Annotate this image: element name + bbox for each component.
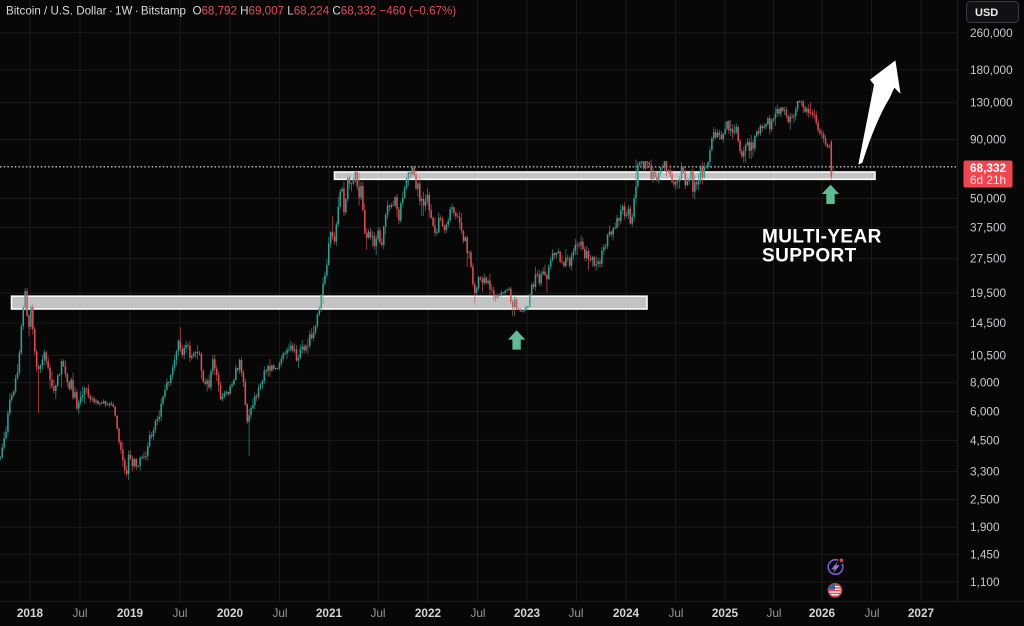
svg-text:8,000: 8,000 xyxy=(970,376,1000,390)
svg-text:90,000: 90,000 xyxy=(970,133,1007,147)
svg-text:Jul: Jul xyxy=(568,606,583,620)
svg-text:260,000: 260,000 xyxy=(970,26,1013,40)
svg-text:2,500: 2,500 xyxy=(970,493,1000,507)
svg-text:2024: 2024 xyxy=(613,606,640,620)
svg-text:19,500: 19,500 xyxy=(970,286,1007,300)
svg-text:3,300: 3,300 xyxy=(970,465,1000,479)
svg-text:2023: 2023 xyxy=(514,606,541,620)
svg-text:Bitcoin / U.S. Dollar · 1W · B: Bitcoin / U.S. Dollar · 1W · Bitstamp O6… xyxy=(6,5,456,18)
svg-text:Jul: Jul xyxy=(272,606,287,620)
svg-text:130,000: 130,000 xyxy=(970,96,1013,110)
svg-text:2020: 2020 xyxy=(217,606,244,620)
svg-text:14,500: 14,500 xyxy=(970,316,1007,330)
svg-text:1,450: 1,450 xyxy=(970,547,1000,561)
svg-text:10,500: 10,500 xyxy=(970,348,1007,362)
svg-text:68,332: 68,332 xyxy=(970,161,1007,175)
svg-text:37,500: 37,500 xyxy=(970,221,1007,235)
svg-text:2027: 2027 xyxy=(908,606,935,620)
svg-text:Jul: Jul xyxy=(172,606,187,620)
svg-text:2026: 2026 xyxy=(809,606,836,620)
svg-text:USD: USD xyxy=(975,7,998,19)
svg-text:2018: 2018 xyxy=(17,606,44,620)
svg-text:Jul: Jul xyxy=(668,606,683,620)
svg-text:180,000: 180,000 xyxy=(970,63,1013,77)
svg-text:6,000: 6,000 xyxy=(970,405,1000,419)
svg-text:1,900: 1,900 xyxy=(970,520,1000,534)
svg-text:2025: 2025 xyxy=(712,606,739,620)
svg-text:27,500: 27,500 xyxy=(970,252,1007,266)
svg-text:2019: 2019 xyxy=(117,606,144,620)
svg-text:4,500: 4,500 xyxy=(970,434,1000,448)
svg-text:Jul: Jul xyxy=(864,606,879,620)
svg-text:Jul: Jul xyxy=(72,606,87,620)
svg-text:Jul: Jul xyxy=(370,606,385,620)
svg-text:Jul: Jul xyxy=(470,606,485,620)
svg-text:1,100: 1,100 xyxy=(970,575,1000,589)
svg-text:2021: 2021 xyxy=(316,606,343,620)
svg-text:50,000: 50,000 xyxy=(970,192,1007,206)
svg-text:2022: 2022 xyxy=(415,606,442,620)
svg-text:Jul: Jul xyxy=(766,606,781,620)
svg-text:SUPPORT: SUPPORT xyxy=(762,246,857,267)
svg-text:MULTI-YEAR: MULTI-YEAR xyxy=(762,227,882,248)
svg-text:6d 21h: 6d 21h xyxy=(970,173,1006,187)
